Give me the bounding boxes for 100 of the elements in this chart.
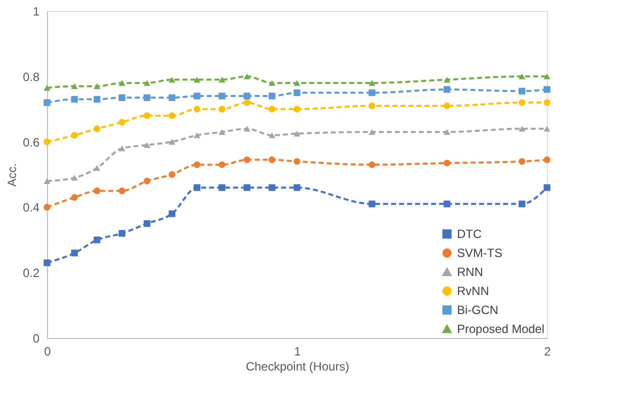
legend-label: SVM-TS [457, 246, 502, 260]
point [244, 99, 250, 106]
point [144, 178, 150, 184]
y-axis-title: Acc. [4, 163, 19, 187]
point [518, 99, 526, 106]
point [194, 76, 200, 83]
point [94, 125, 100, 132]
point [168, 171, 176, 178]
y-tick-label: 0 [32, 332, 40, 346]
point [294, 89, 300, 96]
point [71, 174, 78, 181]
point [144, 220, 150, 227]
point [168, 112, 176, 119]
point [168, 138, 176, 145]
point [44, 204, 50, 211]
point [544, 99, 550, 106]
legend-label: Proposed Model [457, 322, 544, 336]
point [244, 73, 250, 80]
point [368, 89, 376, 96]
point [518, 200, 526, 208]
point [71, 96, 78, 103]
point [244, 184, 250, 191]
point [71, 83, 78, 90]
point [194, 161, 200, 168]
point [544, 86, 550, 93]
point [194, 92, 200, 100]
point [518, 158, 526, 165]
point [218, 76, 226, 83]
legend-label: Bi-GCN [457, 303, 498, 317]
point [368, 161, 376, 168]
point [518, 73, 526, 80]
legend-label: RvNN [457, 284, 489, 298]
point [94, 83, 100, 90]
point [368, 200, 376, 208]
point [218, 161, 226, 168]
point [544, 126, 550, 132]
point [94, 188, 100, 194]
point [44, 178, 50, 184]
point [268, 156, 276, 164]
y-tick-label: 0.4 [22, 200, 40, 215]
point [94, 165, 100, 171]
point [71, 132, 78, 139]
point [118, 230, 126, 237]
legend-label: DTC [457, 227, 482, 241]
point [194, 106, 200, 112]
point [294, 106, 300, 112]
point [194, 132, 200, 138]
point [218, 92, 226, 100]
point [444, 160, 450, 166]
point [71, 250, 78, 256]
point [268, 132, 276, 138]
x-tick-label: 2 [544, 344, 552, 358]
point [118, 188, 126, 194]
point [244, 156, 250, 164]
point [544, 156, 550, 164]
point [444, 102, 450, 110]
point [444, 76, 450, 83]
y-tick-label: 1 [32, 4, 40, 18]
point [118, 94, 126, 102]
point [294, 184, 300, 191]
x-axis-title: Checkpoint (Hours) [246, 360, 350, 374]
point [118, 80, 126, 86]
point [444, 86, 450, 93]
legend-label: RNN [457, 265, 483, 279]
point [44, 138, 50, 146]
point [194, 184, 200, 191]
point [444, 129, 450, 135]
point [118, 145, 126, 152]
x-tick-label: 1 [294, 344, 302, 358]
point [144, 94, 150, 102]
point [44, 99, 50, 106]
point [118, 118, 126, 126]
point [444, 200, 450, 208]
point [268, 80, 276, 86]
y-tick-label: 0.2 [22, 266, 40, 280]
point [94, 96, 100, 103]
point [268, 92, 276, 100]
point [518, 126, 526, 132]
point [144, 112, 150, 119]
point [368, 102, 376, 110]
point [294, 158, 300, 165]
y-tick-label: 0.6 [22, 135, 40, 150]
point [294, 80, 300, 86]
point [218, 106, 226, 112]
point [244, 126, 250, 132]
point [94, 236, 100, 244]
point [544, 73, 550, 80]
point [268, 106, 276, 112]
point [71, 194, 78, 201]
point [518, 88, 526, 94]
point [168, 94, 176, 102]
point [544, 184, 550, 191]
point [144, 142, 150, 148]
point [44, 259, 50, 266]
point [218, 184, 226, 191]
point [368, 129, 376, 135]
point [368, 80, 376, 86]
point [44, 84, 50, 91]
x-tick-label: 0 [44, 344, 52, 358]
point [218, 129, 226, 135]
